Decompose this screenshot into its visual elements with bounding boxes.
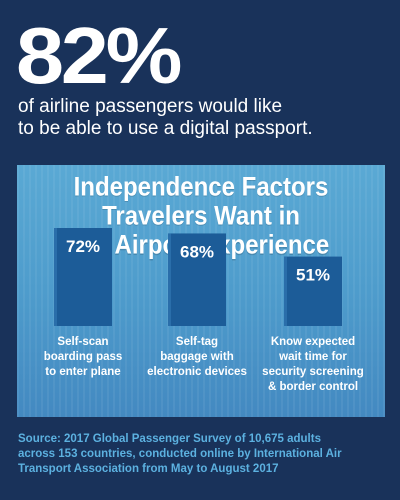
bar-chart: 72% Self-scan boarding pass to enter plane 6… <box>44 228 364 393</box>
bar-2 <box>168 233 226 326</box>
bar-value-label-1: 72% <box>66 237 100 256</box>
headline-text-line-1: of airline passengers would like <box>18 96 283 117</box>
bar-3 <box>284 256 342 326</box>
category-label-2-line-2: baggage with <box>160 351 233 363</box>
chart-title-line-1: Independence Factors <box>73 171 329 203</box>
category-label-3-line-1: Know expected <box>271 336 355 348</box>
category-label-3-line-4: & border control <box>268 381 358 393</box>
category-label-3-line-3: security screening <box>262 366 364 378</box>
headline-text: of airline passengers would like to be a… <box>18 96 388 140</box>
chart-title-line-2: Travelers Want in <box>102 201 300 232</box>
category-label-1-line-1: Self-scan <box>57 336 108 348</box>
source-note: Source: 2017 Global Passenger Survey of … <box>18 432 390 477</box>
source-line-2: across 153 countries, conducted online b… <box>18 448 342 460</box>
headline-stat: 82% <box>16 11 182 100</box>
category-label-2-line-3: electronic devices <box>147 366 247 378</box>
bar-value-label-2: 68% <box>180 242 214 261</box>
category-label-2-line-1: Self-tag <box>176 336 218 348</box>
factors-panel: Independence Factors Travelers Want in t… <box>17 165 385 417</box>
bar-1 <box>54 228 112 326</box>
source-line-3: Transport Association from May to August… <box>18 463 279 475</box>
category-label-3-line-2: wait time for <box>278 351 347 363</box>
headline-text-line-2: to be able to use a digital passport. <box>18 118 313 139</box>
category-label-1-line-3: to enter plane <box>45 366 120 378</box>
bar-3-edge <box>284 256 287 326</box>
source-line-1: Source: 2017 Global Passenger Survey of … <box>18 433 321 445</box>
bar-2-edge <box>168 233 171 326</box>
category-label-1-line-2: boarding pass <box>44 351 123 363</box>
bar-value-label-3: 51% <box>296 266 330 285</box>
bar-1-edge <box>54 228 57 326</box>
